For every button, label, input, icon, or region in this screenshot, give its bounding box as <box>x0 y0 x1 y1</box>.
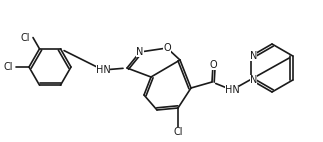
Text: Cl: Cl <box>20 33 30 43</box>
Text: O: O <box>163 43 171 53</box>
Text: O: O <box>209 60 217 70</box>
Text: HN: HN <box>224 85 239 95</box>
Text: N: N <box>250 75 257 85</box>
Text: N: N <box>136 47 144 57</box>
Text: Cl: Cl <box>173 127 183 137</box>
Text: N: N <box>250 51 257 61</box>
Text: HN: HN <box>96 65 110 75</box>
Text: Cl: Cl <box>4 62 13 72</box>
